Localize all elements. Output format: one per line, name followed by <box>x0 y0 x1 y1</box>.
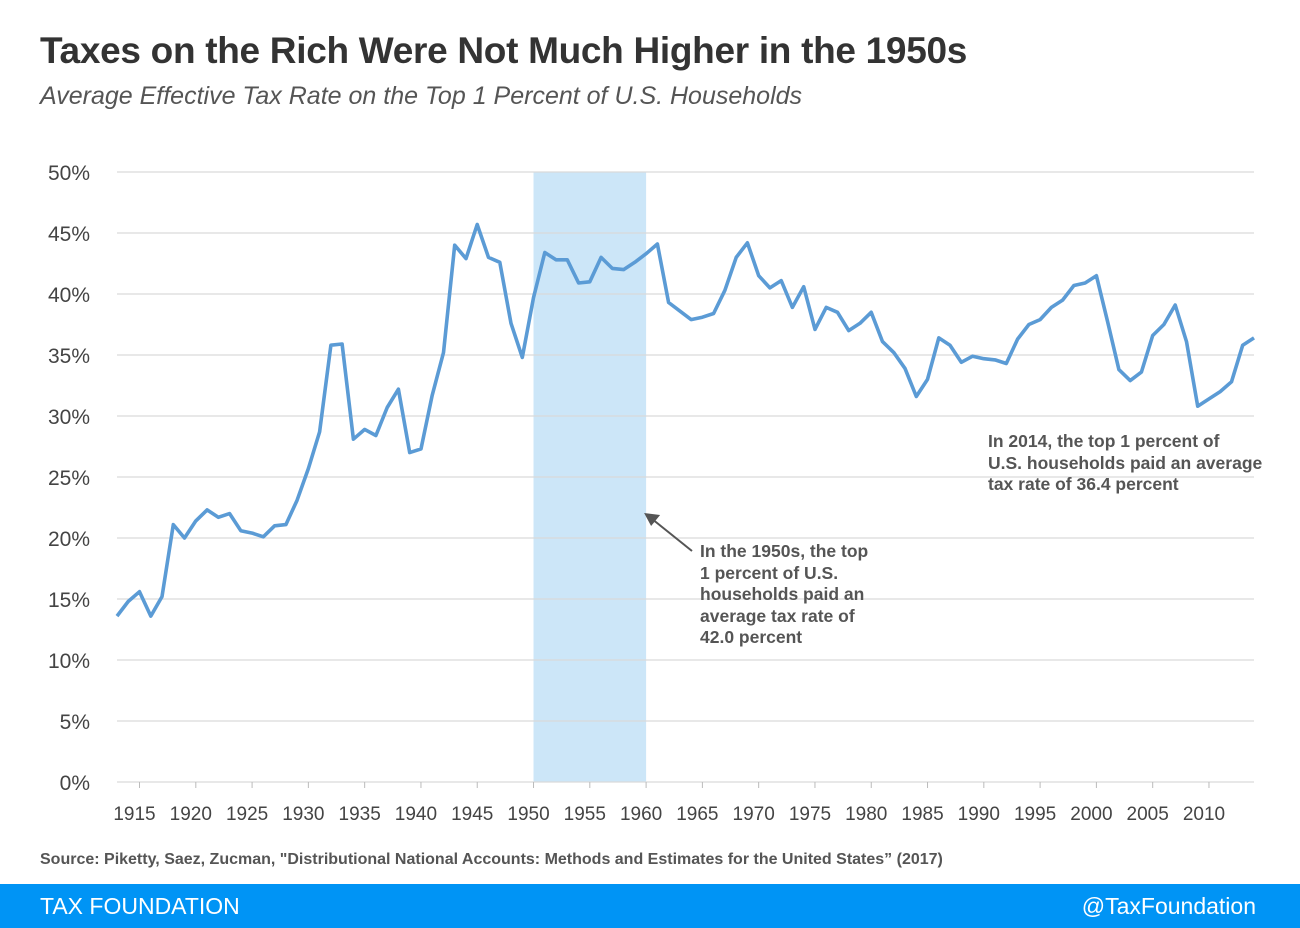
x-tick-label: 1985 <box>901 804 943 825</box>
y-tick-label: 40% <box>48 284 90 307</box>
annotation-line: In the 1950s, the top <box>700 541 869 561</box>
annotation-1950s: In the 1950s, the top 1 percent of U.S. … <box>700 541 868 649</box>
x-tick-label: 1950 <box>507 804 549 825</box>
x-tick-label: 1935 <box>339 804 381 825</box>
y-tick-label: 25% <box>48 467 90 490</box>
x-tick-label: 1945 <box>451 804 493 825</box>
footer-bar: TAX FOUNDATION @TaxFoundation <box>0 884 1300 928</box>
annotation-line: 1 percent of U.S. <box>700 562 839 583</box>
source-note: Source: Piketty, Saez, Zucman, "Distribu… <box>40 851 943 868</box>
x-tick-label: 1955 <box>564 804 606 825</box>
chart-title: Taxes on the Rich Were Not Much Higher i… <box>40 30 968 71</box>
annotation-line: tax rate of 36.4 percent <box>988 474 1179 494</box>
y-tick-label: 50% <box>48 162 90 185</box>
x-tick-label: 1980 <box>845 804 887 825</box>
x-tick-label: 1975 <box>789 804 831 825</box>
chart-subtitle: Average Effective Tax Rate on the Top 1 … <box>40 82 803 110</box>
x-tick-label: 1920 <box>170 804 212 825</box>
y-tick-label: 45% <box>48 223 90 246</box>
annotation-2014: In 2014, the top 1 percent of U.S. house… <box>988 431 1262 496</box>
line-chart: 0% 5% 10% 15% 20% 25% 30% 35% 40% 45% 50% 1915 1920… <box>48 162 1255 825</box>
y-tick-label: 15% <box>48 589 90 612</box>
brand-logo-text: TAX FOUNDATION <box>40 893 240 919</box>
y-tick-label: 35% <box>48 345 90 368</box>
annotation-line: average tax rate of <box>700 605 855 626</box>
x-tick-label: 1970 <box>733 804 775 825</box>
annotation-line: households paid an <box>700 584 865 604</box>
y-tick-label: 30% <box>48 406 90 429</box>
x-tick-label: 2010 <box>1183 804 1225 825</box>
x-tick-label: 1990 <box>958 804 1000 825</box>
y-tick-label: 20% <box>48 528 90 551</box>
annotation-line: 42.0 percent <box>700 627 803 647</box>
y-tick-label: 10% <box>48 650 90 673</box>
x-tick-label: 2005 <box>1127 804 1169 825</box>
x-tick-label: 1940 <box>395 804 437 825</box>
twitter-handle: @TaxFoundation <box>1081 893 1256 919</box>
y-tick-label: 0% <box>60 772 90 795</box>
x-tick-label: 1930 <box>282 804 324 825</box>
x-tick-label: 1925 <box>226 804 268 825</box>
annotation-arrow-line <box>651 518 693 552</box>
x-tick-label: 1995 <box>1014 804 1056 825</box>
y-tick-label: 5% <box>60 711 90 734</box>
x-tick-label: 1915 <box>113 804 155 825</box>
annotation-line: In 2014, the top 1 percent of <box>988 431 1220 451</box>
x-tick-label: 2000 <box>1070 804 1112 825</box>
tax-rate-line <box>115 222 1255 618</box>
annotation-arrow-head <box>644 513 661 526</box>
annotation-line: U.S. households paid an average <box>988 452 1263 473</box>
x-tick-label: 1965 <box>676 804 718 825</box>
x-tick-label: 1960 <box>620 804 662 825</box>
